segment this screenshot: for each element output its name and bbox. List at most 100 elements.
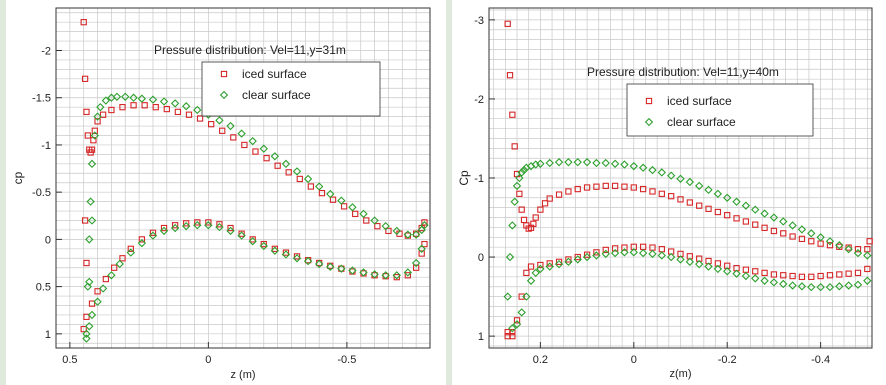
data-point bbox=[170, 99, 180, 108]
data-point bbox=[592, 158, 601, 168]
data-point bbox=[657, 251, 666, 260]
data-point bbox=[216, 221, 223, 228]
data-point bbox=[404, 272, 411, 279]
data-point bbox=[87, 310, 97, 320]
data-point bbox=[825, 282, 835, 292]
data-point bbox=[666, 252, 676, 262]
data-point bbox=[532, 214, 539, 221]
data-point bbox=[555, 191, 563, 198]
data-point bbox=[685, 177, 695, 187]
data-point bbox=[836, 271, 843, 278]
data-point bbox=[620, 160, 629, 169]
data-point bbox=[583, 184, 591, 191]
data-point bbox=[85, 322, 94, 331]
data-point bbox=[517, 168, 526, 177]
data-point bbox=[518, 293, 525, 300]
data-point bbox=[237, 231, 246, 240]
data-point bbox=[504, 20, 511, 27]
data-point bbox=[318, 189, 326, 197]
data-point bbox=[695, 181, 704, 191]
data-point bbox=[392, 271, 401, 280]
data-point bbox=[420, 221, 429, 230]
data-point bbox=[826, 272, 834, 279]
data-point bbox=[170, 223, 180, 233]
data-point bbox=[303, 174, 313, 184]
legend: iced surface clear surface bbox=[201, 61, 381, 117]
data-point bbox=[370, 216, 379, 225]
data-point bbox=[359, 209, 368, 219]
data-point bbox=[836, 243, 843, 250]
data-point bbox=[281, 159, 291, 169]
data-point bbox=[127, 245, 134, 252]
data-point bbox=[107, 271, 116, 280]
data-point bbox=[81, 217, 89, 224]
y-tick-label: 0.5 bbox=[36, 282, 51, 294]
data-point bbox=[817, 272, 824, 280]
legend-label: clear surface bbox=[667, 115, 736, 129]
data-point bbox=[779, 279, 788, 289]
data-point bbox=[260, 240, 267, 248]
data-point bbox=[238, 230, 245, 237]
data-point bbox=[392, 226, 401, 236]
data-point bbox=[546, 260, 553, 267]
data-point bbox=[417, 244, 426, 254]
data-point bbox=[610, 248, 620, 258]
data-point bbox=[611, 182, 619, 190]
data-point bbox=[696, 202, 703, 209]
data-point bbox=[761, 224, 768, 231]
data-point bbox=[80, 325, 87, 333]
data-point bbox=[666, 171, 676, 180]
data-point bbox=[363, 217, 370, 224]
data-point bbox=[340, 203, 348, 210]
data-point bbox=[741, 271, 751, 281]
data-point bbox=[554, 158, 564, 167]
data-point bbox=[752, 268, 759, 275]
data-point bbox=[789, 233, 796, 240]
data-point bbox=[82, 334, 91, 343]
data-point bbox=[798, 235, 806, 243]
data-point bbox=[611, 245, 619, 252]
data-point bbox=[509, 111, 516, 118]
legend-marker bbox=[645, 97, 653, 105]
legend-marker bbox=[220, 70, 228, 78]
chart-title: Pressure distribution: Vel=11,y=31m bbox=[154, 43, 346, 57]
data-point bbox=[115, 259, 124, 269]
data-point bbox=[732, 197, 741, 206]
y-tick-label: -1.5 bbox=[32, 93, 51, 105]
data-point bbox=[403, 268, 413, 277]
data-point bbox=[677, 196, 684, 203]
y-tick-label: -0.5 bbox=[32, 187, 51, 199]
data-point bbox=[196, 115, 204, 122]
data-point bbox=[573, 158, 582, 167]
data-point bbox=[337, 264, 346, 273]
x-tick-label: -0.2 bbox=[718, 354, 737, 366]
data-point bbox=[592, 251, 601, 260]
data-point bbox=[564, 257, 573, 266]
data-point bbox=[102, 275, 110, 283]
data-point bbox=[752, 221, 759, 228]
data-point bbox=[307, 183, 315, 190]
data-point bbox=[160, 224, 168, 232]
data-point bbox=[326, 189, 335, 199]
data-point bbox=[85, 235, 94, 244]
data-point bbox=[259, 144, 268, 153]
data-point bbox=[94, 118, 101, 125]
data-point bbox=[227, 224, 234, 232]
data-point bbox=[385, 227, 392, 235]
data-point bbox=[296, 175, 303, 183]
data-point bbox=[844, 281, 853, 290]
data-point bbox=[505, 252, 515, 262]
legend-label: clear surface bbox=[242, 88, 311, 102]
data-point bbox=[263, 155, 270, 162]
data-point bbox=[88, 146, 96, 153]
data-point bbox=[582, 252, 592, 262]
y-tick-label: 1 bbox=[478, 331, 484, 343]
data-point bbox=[512, 320, 522, 329]
data-point bbox=[593, 183, 600, 190]
data-point bbox=[281, 250, 291, 259]
data-point bbox=[593, 249, 600, 256]
data-point bbox=[864, 265, 871, 273]
data-point bbox=[760, 276, 769, 285]
data-point bbox=[193, 105, 202, 115]
data-point bbox=[101, 96, 111, 105]
